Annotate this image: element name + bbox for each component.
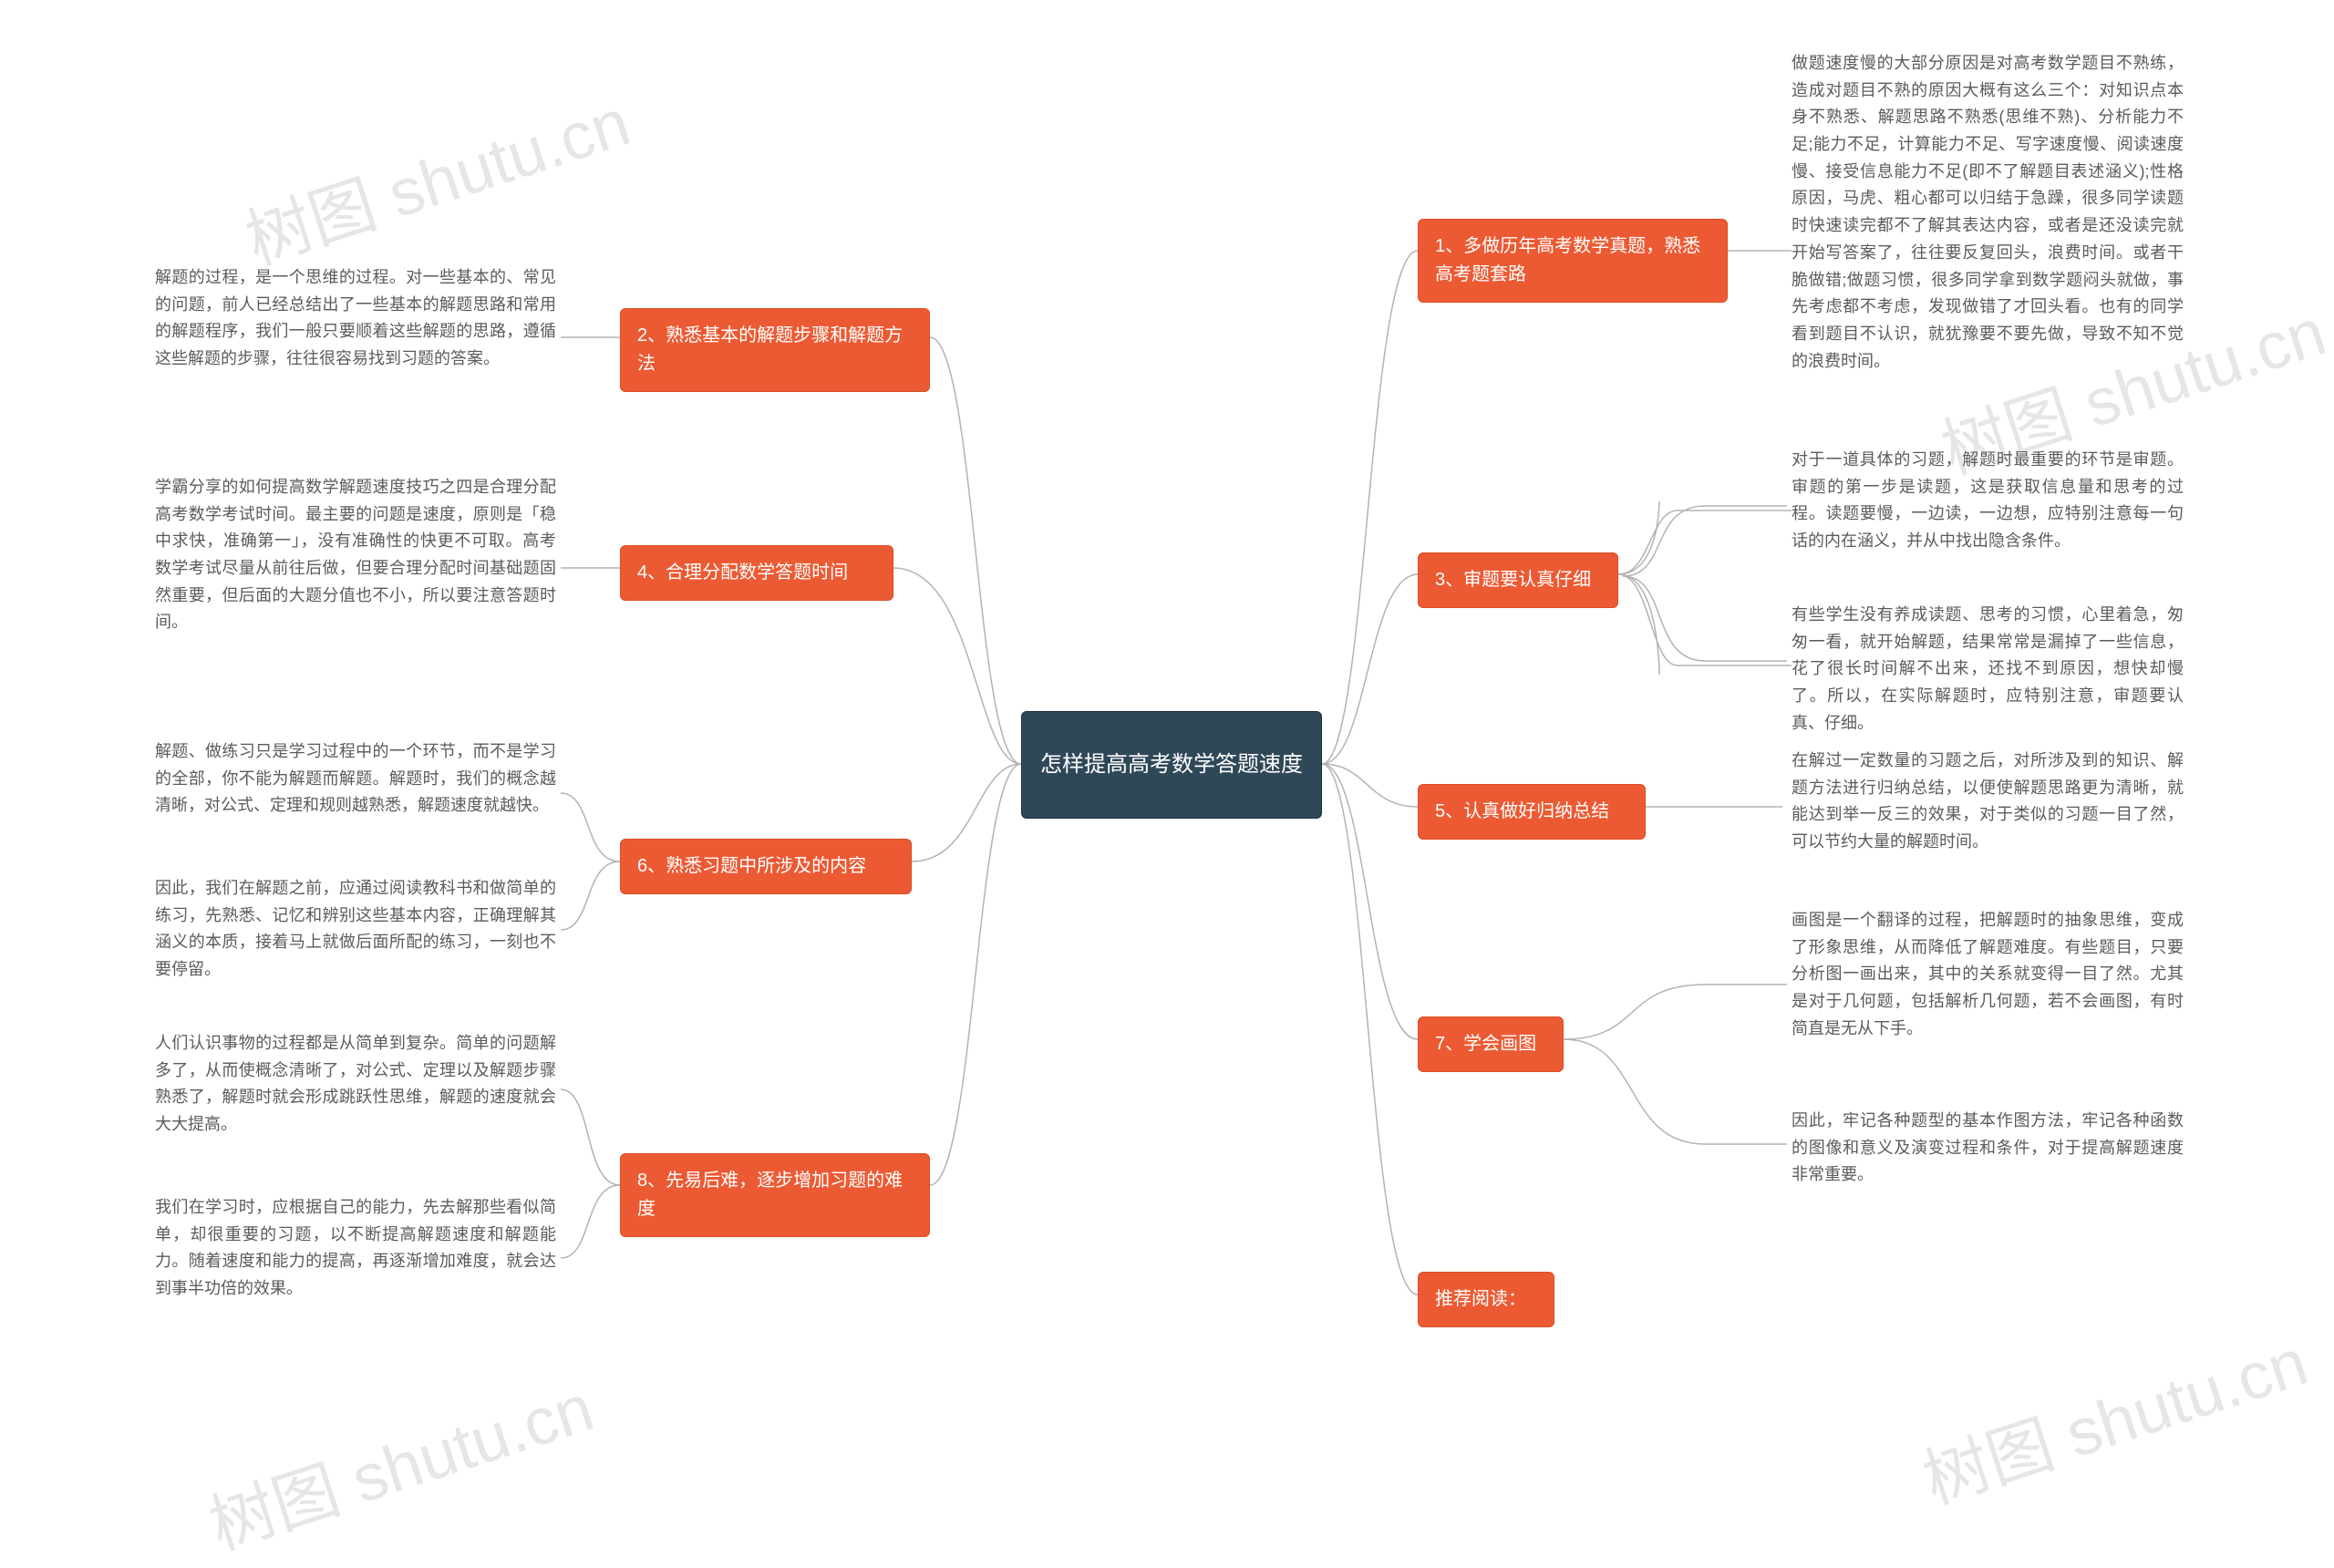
leaf-8-1: 人们认识事物的过程都是从简单到复杂。简单的问题解多了，从而使概念清晰了，对公式、… xyxy=(155,1030,556,1139)
branch-1: 1、多做历年高考数学真题，熟悉高考题套路 xyxy=(1418,219,1728,303)
branch-7: 7、学会画图 xyxy=(1418,1016,1564,1072)
branch-5: 5、认真做好归纳总结 xyxy=(1418,784,1646,840)
branch-8: 8、先易后难，逐步增加习题的难度 xyxy=(620,1153,930,1237)
leaf-4-1: 学霸分享的如何提高数学解题速度技巧之四是合理分配高考数学考试时间。最主要的问题是… xyxy=(155,474,556,636)
watermark: 树图 shutu.cn xyxy=(1909,1308,2317,1522)
leaf-7-2: 因此，牢记各种题型的基本作图方法，牢记各种函数的图像和意义及演变过程和条件，对于… xyxy=(1792,1108,2184,1189)
leaf-8-2: 我们在学习时，应根据自己的能力，先去解那些看似简单，却很重要的习题，以不断提高解… xyxy=(155,1194,556,1303)
branch-4: 4、合理分配数学答题时间 xyxy=(620,545,893,601)
branch-2: 2、熟悉基本的解题步骤和解题方法 xyxy=(620,308,930,392)
watermark: 树图 shutu.cn xyxy=(232,68,639,283)
leaf-1-1: 做题速度慢的大部分原因是对高考数学题目不熟练，造成对题目不熟的原因大概有这么三个… xyxy=(1792,50,2184,375)
leaf-3-2: 有些学生没有养成读题、思考的习惯，心里着急，匆匆一看，就开始解题，结果常常是漏掉… xyxy=(1792,602,2184,737)
branch-3: 3、审题要认真仔细 xyxy=(1418,552,1618,608)
center-node: 怎样提高高考数学答题速度 xyxy=(1021,711,1322,819)
leaf-6-1: 解题、做练习只是学习过程中的一个环节，而不是学习的全部，你不能为解题而解题。解题… xyxy=(155,738,556,820)
branch-recommend: 推荐阅读： xyxy=(1418,1272,1554,1327)
branch-6: 6、熟悉习题中所涉及的内容 xyxy=(620,839,912,894)
leaf-3-1: 对于一道具体的习题，解题时最重要的环节是审题。审题的第一步是读题，这是获取信息量… xyxy=(1792,447,2184,555)
leaf-2-1: 解题的过程，是一个思维的过程。对一些基本的、常见的问题，前人已经总结出了一些基本… xyxy=(155,264,556,373)
watermark: 树图 shutu.cn xyxy=(195,1354,603,1568)
mindmap-canvas: 树图 shutu.cn 树图 shutu.cn 树图 shutu.cn 树图 s… xyxy=(0,0,2334,1513)
leaf-5-1: 在解过一定数量的习题之后，对所涉及到的知识、解题方法进行归纳总结，以便使解题思路… xyxy=(1792,748,2184,856)
leaf-6-2: 因此，我们在解题之前，应通过阅读教科书和做简单的练习，先熟悉、记忆和辨别这些基本… xyxy=(155,875,556,984)
leaf-7-1: 画图是一个翻译的过程，把解题时的抽象思维，变成了形象思维，从而降低了解题难度。有… xyxy=(1792,907,2184,1042)
